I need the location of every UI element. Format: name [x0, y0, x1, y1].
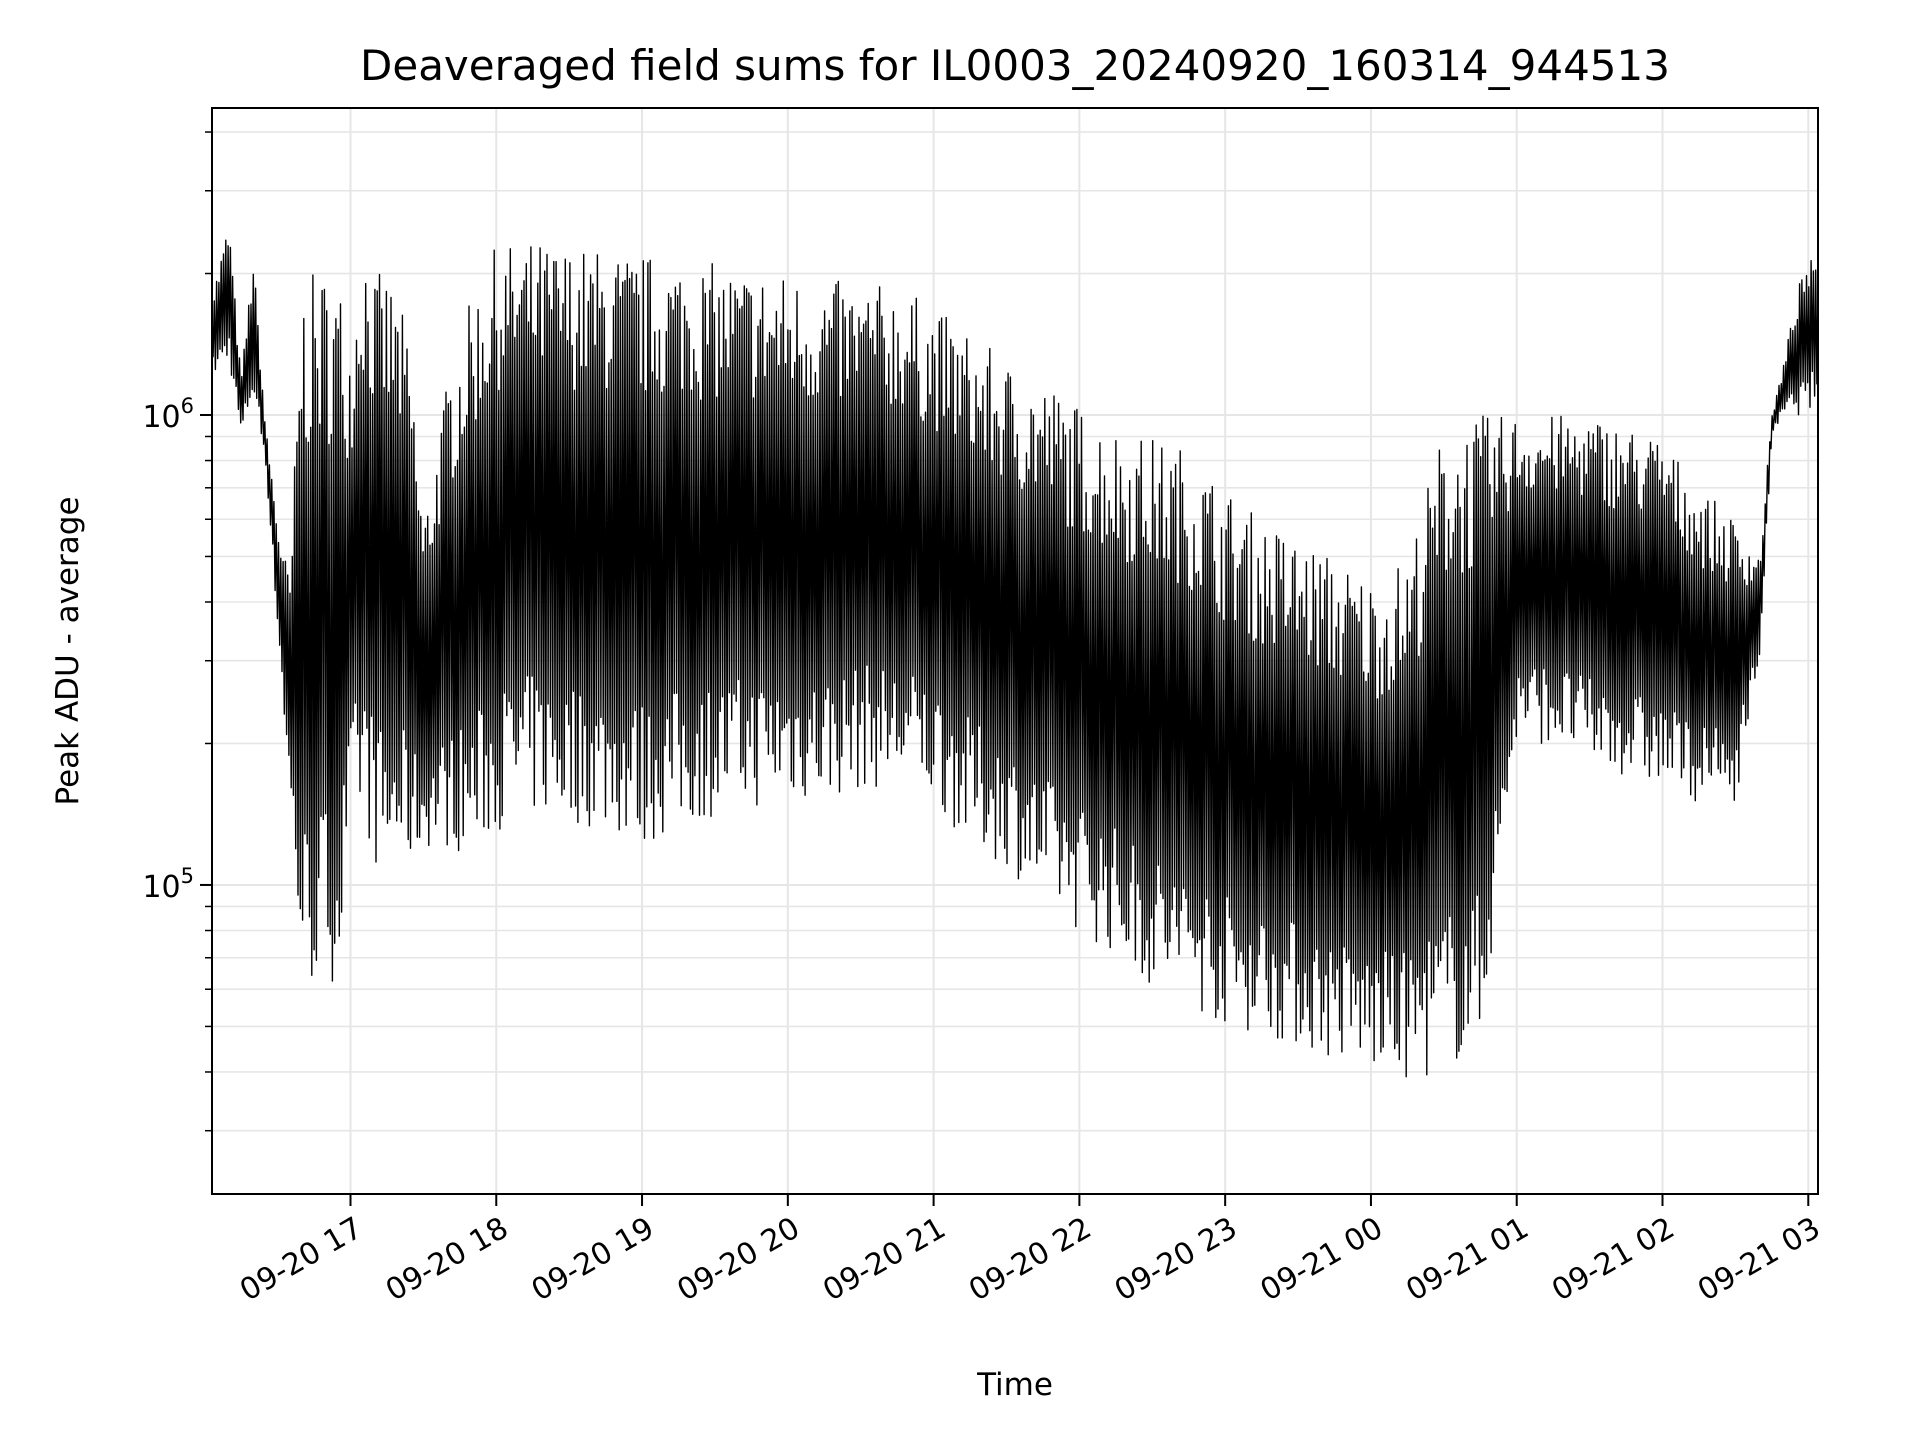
data-line	[211, 239, 1819, 1078]
y-tick-label: 105	[142, 864, 194, 905]
series-band	[211, 239, 1819, 1078]
y-tick-label: 106	[142, 394, 194, 435]
plot-frame	[211, 107, 1819, 1195]
x-axis-label: Time	[976, 1367, 1053, 1403]
chart-title: Deaveraged field sums for IL0003_2024092…	[360, 41, 1670, 90]
y-axis-label: Peak ADU - average	[50, 496, 86, 805]
